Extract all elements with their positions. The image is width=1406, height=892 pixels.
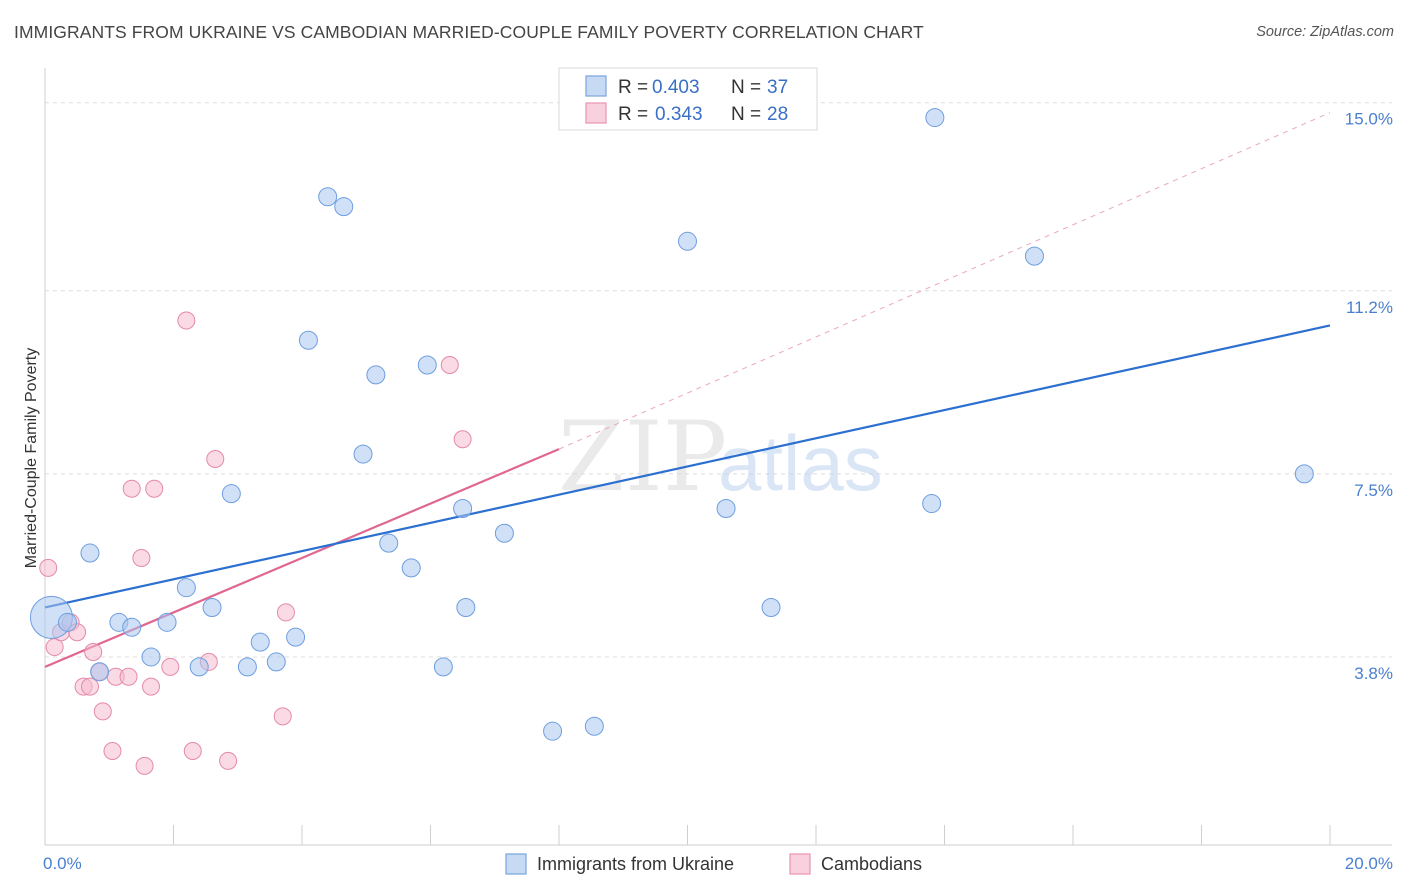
- ukraine-point: [922, 494, 942, 514]
- ukraine-point: [366, 365, 386, 385]
- cambodian-point: [145, 479, 164, 498]
- ukraine-point: [286, 627, 306, 647]
- tick-labels: 3.8% 7.5% 11.2% 15.0% 0.0% 20.0%: [43, 110, 1393, 873]
- ukraine-point: [141, 647, 161, 667]
- ukraine-point: [433, 657, 453, 677]
- legend-r-value-cambodian: 0.343: [655, 104, 703, 125]
- legend-n-label-2: N =: [731, 104, 761, 125]
- y-axis-label: Married-Couple Family Poverty: [23, 348, 40, 569]
- cambodian-point: [206, 450, 225, 469]
- ukraine-point: [157, 612, 177, 632]
- cambodian-point: [39, 558, 58, 577]
- ukraine-point: [1294, 464, 1314, 484]
- cambodian-point: [161, 657, 180, 676]
- cambodian-point: [453, 430, 472, 449]
- trend-lines: [44, 112, 1331, 668]
- ukraine-point: [298, 330, 318, 350]
- ukraine-point: [176, 578, 196, 598]
- cambodian-point: [276, 603, 295, 622]
- ukraine-point: [353, 444, 373, 464]
- ukraine-point: [221, 484, 241, 504]
- ukraine-point: [456, 597, 476, 617]
- ukraine-point: [453, 499, 473, 519]
- ukraine-point: [237, 657, 257, 677]
- ukraine-point: [716, 499, 736, 519]
- data-points: [29, 108, 1314, 775]
- y-tick-label: 11.2%: [1346, 298, 1393, 317]
- legend-n-value-cambodian: 28: [767, 104, 788, 125]
- cambodian-point: [135, 756, 154, 775]
- y-tick-label: 3.8%: [1354, 664, 1393, 683]
- bottom-legend-label-ukraine: Immigrants from Ukraine: [537, 854, 734, 874]
- cambodian-point: [440, 356, 459, 375]
- ukraine-point: [90, 662, 110, 682]
- trend-line-ukraine: [44, 324, 1331, 609]
- ukraine-point: [417, 355, 437, 375]
- legend-swatch-ukraine: [585, 75, 607, 97]
- ukraine-point: [250, 632, 270, 652]
- ukraine-point: [1024, 246, 1044, 266]
- ukraine-point: [543, 721, 563, 741]
- legend-r-label-2: R =: [618, 104, 648, 125]
- ukraine-point: [318, 187, 338, 207]
- ukraine-point: [401, 558, 421, 578]
- ukraine-point: [494, 523, 514, 543]
- cambodian-point: [273, 707, 292, 726]
- y-tick-label: 7.5%: [1354, 481, 1393, 500]
- legend-n-label-1: N =: [731, 77, 761, 98]
- cambodian-point: [119, 667, 138, 686]
- ukraine-point: [80, 543, 100, 563]
- source-label: Source: ZipAtlas.com: [1256, 24, 1394, 40]
- axes: [44, 68, 1392, 846]
- y-tick-label: 15.0%: [1345, 110, 1393, 129]
- cambodian-point: [103, 741, 122, 760]
- bottom-legend-swatch-ukraine: [505, 853, 527, 875]
- x-tick-label: 0.0%: [43, 854, 82, 873]
- legend-r-value-ukraine: 0.403: [652, 77, 700, 98]
- ukraine-point: [57, 612, 77, 632]
- bottom-legend-swatch-cambodian: [789, 853, 811, 875]
- cambodian-point: [219, 751, 238, 770]
- watermark: ZIP atlas: [558, 401, 883, 513]
- cambodian-point: [177, 311, 196, 330]
- ukraine-point: [266, 652, 286, 672]
- ukraine-point: [379, 533, 399, 553]
- cambodian-point: [122, 479, 141, 498]
- ukraine-point: [334, 197, 354, 217]
- watermark-atlas: atlas: [718, 419, 883, 507]
- legend-n-value-ukraine: 37: [767, 77, 788, 98]
- ukraine-point: [122, 617, 142, 637]
- cambodian-point: [142, 677, 161, 696]
- cambodian-point: [183, 741, 202, 760]
- legend-r-label-1: R =: [618, 77, 648, 98]
- ukraine-point: [189, 657, 209, 677]
- cambodian-point: [80, 677, 99, 696]
- cambodian-point: [93, 702, 112, 721]
- cambodian-point: [132, 548, 151, 567]
- cambodian-point: [84, 643, 103, 662]
- ukraine-point: [761, 597, 781, 617]
- ukraine-point: [584, 716, 604, 736]
- watermark-zip: ZIP: [558, 401, 727, 513]
- ukraine-point: [925, 108, 945, 128]
- bottom-legend: Immigrants from Ukraine Cambodians: [505, 853, 922, 875]
- bottom-legend-label-cambodian: Cambodians: [821, 854, 922, 874]
- ukraine-point: [202, 597, 222, 617]
- chart-title: IMMIGRANTS FROM UKRAINE VS CAMBODIAN MAR…: [14, 22, 924, 42]
- legend-swatch-cambodian: [585, 102, 607, 124]
- legend: R = 0.403 N = 37 R = 0.343 N = 28: [558, 67, 818, 131]
- trend-line-cambodian-extension: [558, 112, 1331, 450]
- ukraine-point: [678, 231, 697, 251]
- x-tick-label: 20.0%: [1345, 854, 1393, 873]
